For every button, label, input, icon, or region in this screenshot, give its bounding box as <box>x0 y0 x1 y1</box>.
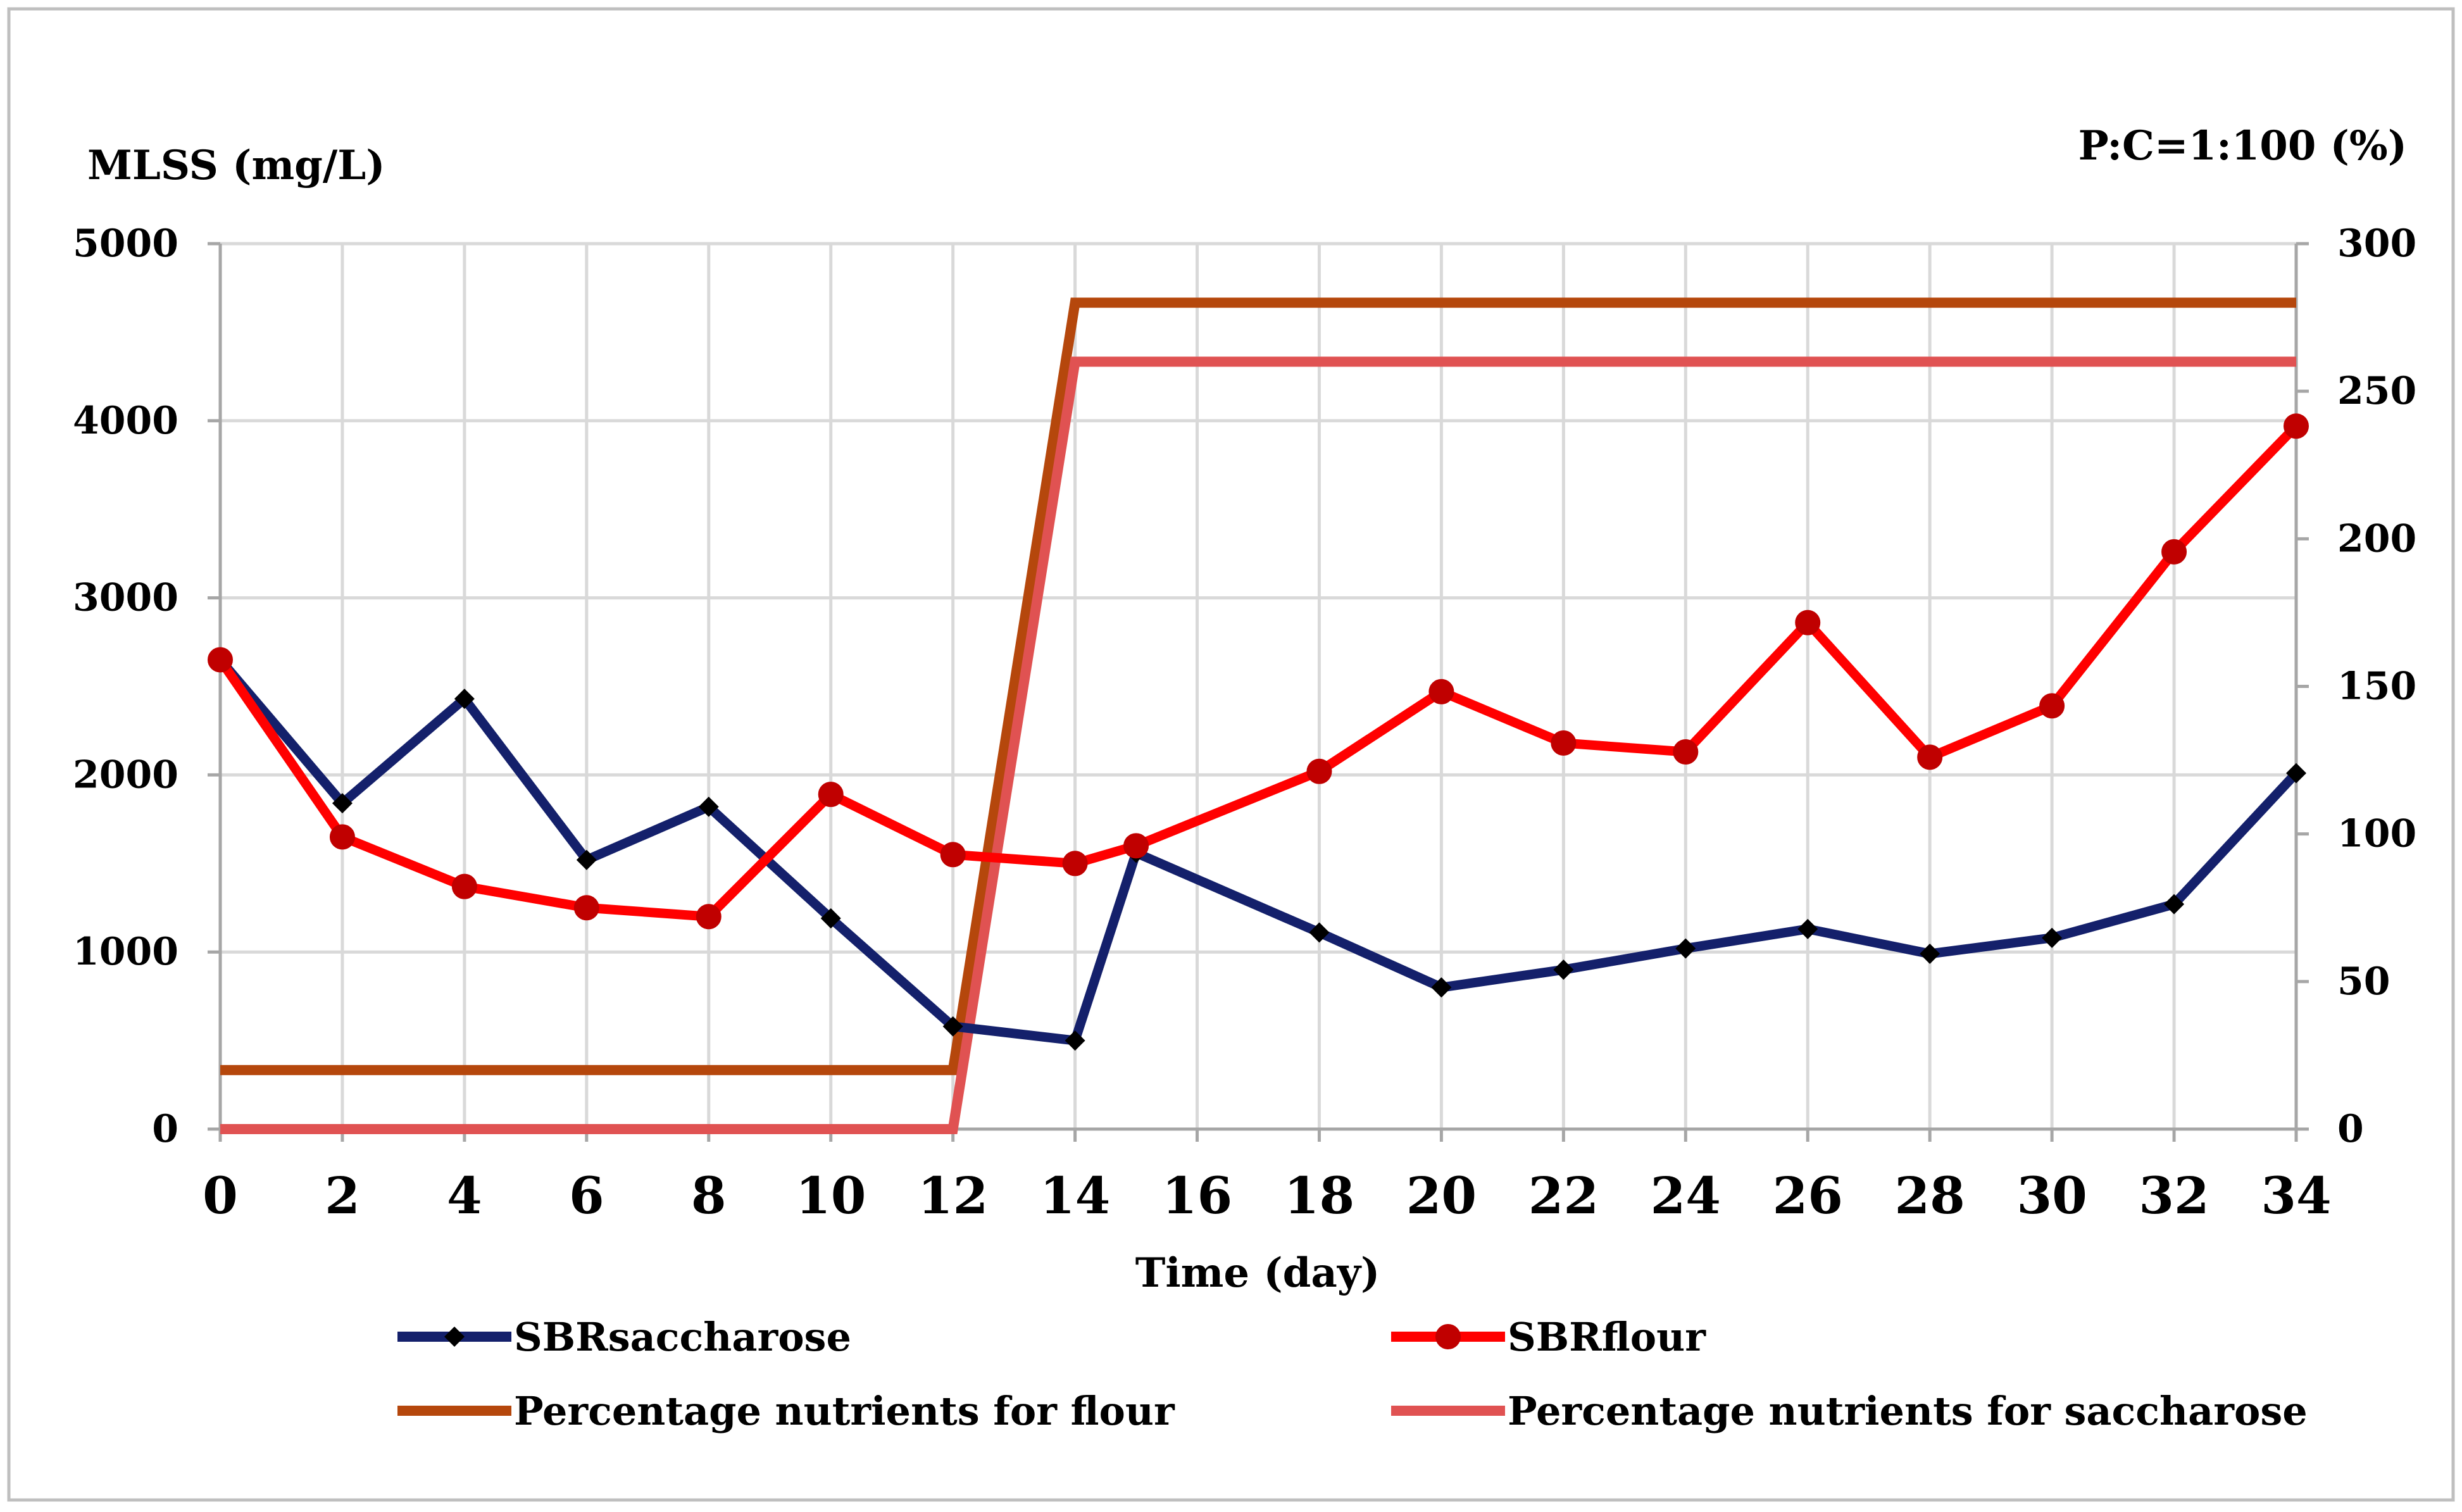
right-tick-label: 50 <box>2337 959 2390 1004</box>
right-tick-label: 300 <box>2337 222 2416 266</box>
x-tick-label: 4 <box>447 1166 482 1225</box>
series-line <box>220 297 2296 1075</box>
data-point <box>2042 927 2063 948</box>
legend-item-sbrflour: SBRflour <box>1391 1314 1706 1360</box>
data-point <box>1551 730 1577 756</box>
data-point <box>454 689 475 709</box>
x-tick-label: 0 <box>203 1166 238 1225</box>
data-point <box>2286 763 2306 784</box>
x-tick-label: 14 <box>1040 1166 1110 1225</box>
x-tick-label: 22 <box>1528 1166 1599 1225</box>
right-tick-label: 100 <box>2337 812 2416 856</box>
x-tick-label: 10 <box>796 1166 866 1225</box>
right-tick-label: 250 <box>2337 369 2416 413</box>
chart-border <box>7 7 2455 1502</box>
legend-label: Percentage nutrients for saccharose <box>1508 1388 2308 1434</box>
data-point <box>1062 851 1088 877</box>
data-point <box>820 908 841 929</box>
legend-item-sbrsaccharose: SBRsaccharose <box>397 1314 851 1360</box>
x-tick-label: 34 <box>2261 1166 2331 1225</box>
data-point <box>1553 959 1574 980</box>
legend-label: SBRflour <box>1508 1314 1706 1360</box>
right-tick-label: 200 <box>2337 516 2416 561</box>
data-point <box>696 904 722 930</box>
left-axis-title: MLSS (mg/L) <box>87 142 385 189</box>
data-point <box>208 647 233 673</box>
data-point <box>2164 894 2185 915</box>
data-point <box>1428 678 1454 704</box>
data-point <box>573 895 599 921</box>
left-tick-label: 1000 <box>73 930 178 974</box>
data-point <box>698 796 719 817</box>
legend: SBRsaccharose SBRflour Percentage nutrient… <box>397 1314 2308 1434</box>
right-tick-label: 150 <box>2337 665 2416 709</box>
series-line <box>220 356 2296 1134</box>
data-point <box>1675 938 1696 959</box>
x-tick-label: 12 <box>918 1166 988 1225</box>
series-sbrflour <box>208 413 2309 930</box>
data-point <box>1123 833 1149 859</box>
tick-labels: 0 2 4 6 8 10 12 14 16 18 20 22 24 26 28 30 32 34010002000… <box>73 222 2416 1225</box>
series-line <box>216 656 2300 1046</box>
right-axis-title: P:C=1:100 (%) <box>2078 122 2407 170</box>
legend-item-percentage-nutrients-for-saccharose: Percentage nutrients for saccharose <box>1391 1388 2308 1434</box>
left-tick-label: 4000 <box>73 399 178 443</box>
data-point <box>1795 609 1821 635</box>
x-tick-label: 28 <box>1895 1166 1965 1225</box>
data-point <box>1673 739 1699 765</box>
x-axis-title: Time (day) <box>1135 1249 1380 1297</box>
data-point <box>1920 943 1940 964</box>
legend-label: SBRsaccharose <box>514 1314 851 1360</box>
data-point <box>1309 922 1330 943</box>
right-tick-label: 0 <box>2337 1107 2364 1151</box>
data-point <box>1431 977 1452 998</box>
left-tick-label: 0 <box>152 1107 178 1151</box>
legend-item-percentage-nutrients-for-flour: Percentage nutrients for flour <box>397 1388 1175 1434</box>
left-tick-label: 3000 <box>73 576 178 620</box>
left-tick-label: 2000 <box>73 753 178 797</box>
x-tick-label: 8 <box>691 1166 727 1225</box>
x-tick-label: 18 <box>1284 1166 1354 1225</box>
x-tick-label: 20 <box>1406 1166 1477 1225</box>
data-point <box>1797 918 1818 939</box>
data-point <box>2161 539 2187 565</box>
x-tick-label: 30 <box>2016 1166 2087 1225</box>
data-point <box>818 782 844 808</box>
data-point <box>940 842 966 868</box>
data-point <box>942 1016 963 1037</box>
legend-label: Percentage nutrients for flour <box>514 1388 1175 1434</box>
legend-marker <box>444 1327 465 1347</box>
x-tick-label: 26 <box>1773 1166 1843 1225</box>
series-percentage-nutrients-for-saccharose <box>220 356 2296 1134</box>
data-point <box>2284 413 2309 439</box>
plot-area <box>208 297 2309 1134</box>
data-point <box>329 824 355 850</box>
data-point <box>576 849 597 870</box>
x-tick-label: 16 <box>1162 1166 1232 1225</box>
x-tick-label: 24 <box>1651 1166 1721 1225</box>
series-line <box>216 422 2300 922</box>
data-point <box>1065 1030 1085 1051</box>
data-point <box>1306 758 1332 784</box>
data-point <box>451 873 477 899</box>
series-percentage-nutrients-for-flour <box>220 297 2296 1075</box>
x-tick-label: 32 <box>2139 1166 2209 1225</box>
data-point <box>1917 744 1943 770</box>
x-tick-label: 6 <box>569 1166 604 1225</box>
legend-marker <box>1435 1324 1461 1349</box>
x-tick-label: 2 <box>325 1166 360 1225</box>
data-point <box>332 793 353 814</box>
left-tick-label: 5000 <box>73 222 178 266</box>
data-point <box>2039 693 2065 719</box>
